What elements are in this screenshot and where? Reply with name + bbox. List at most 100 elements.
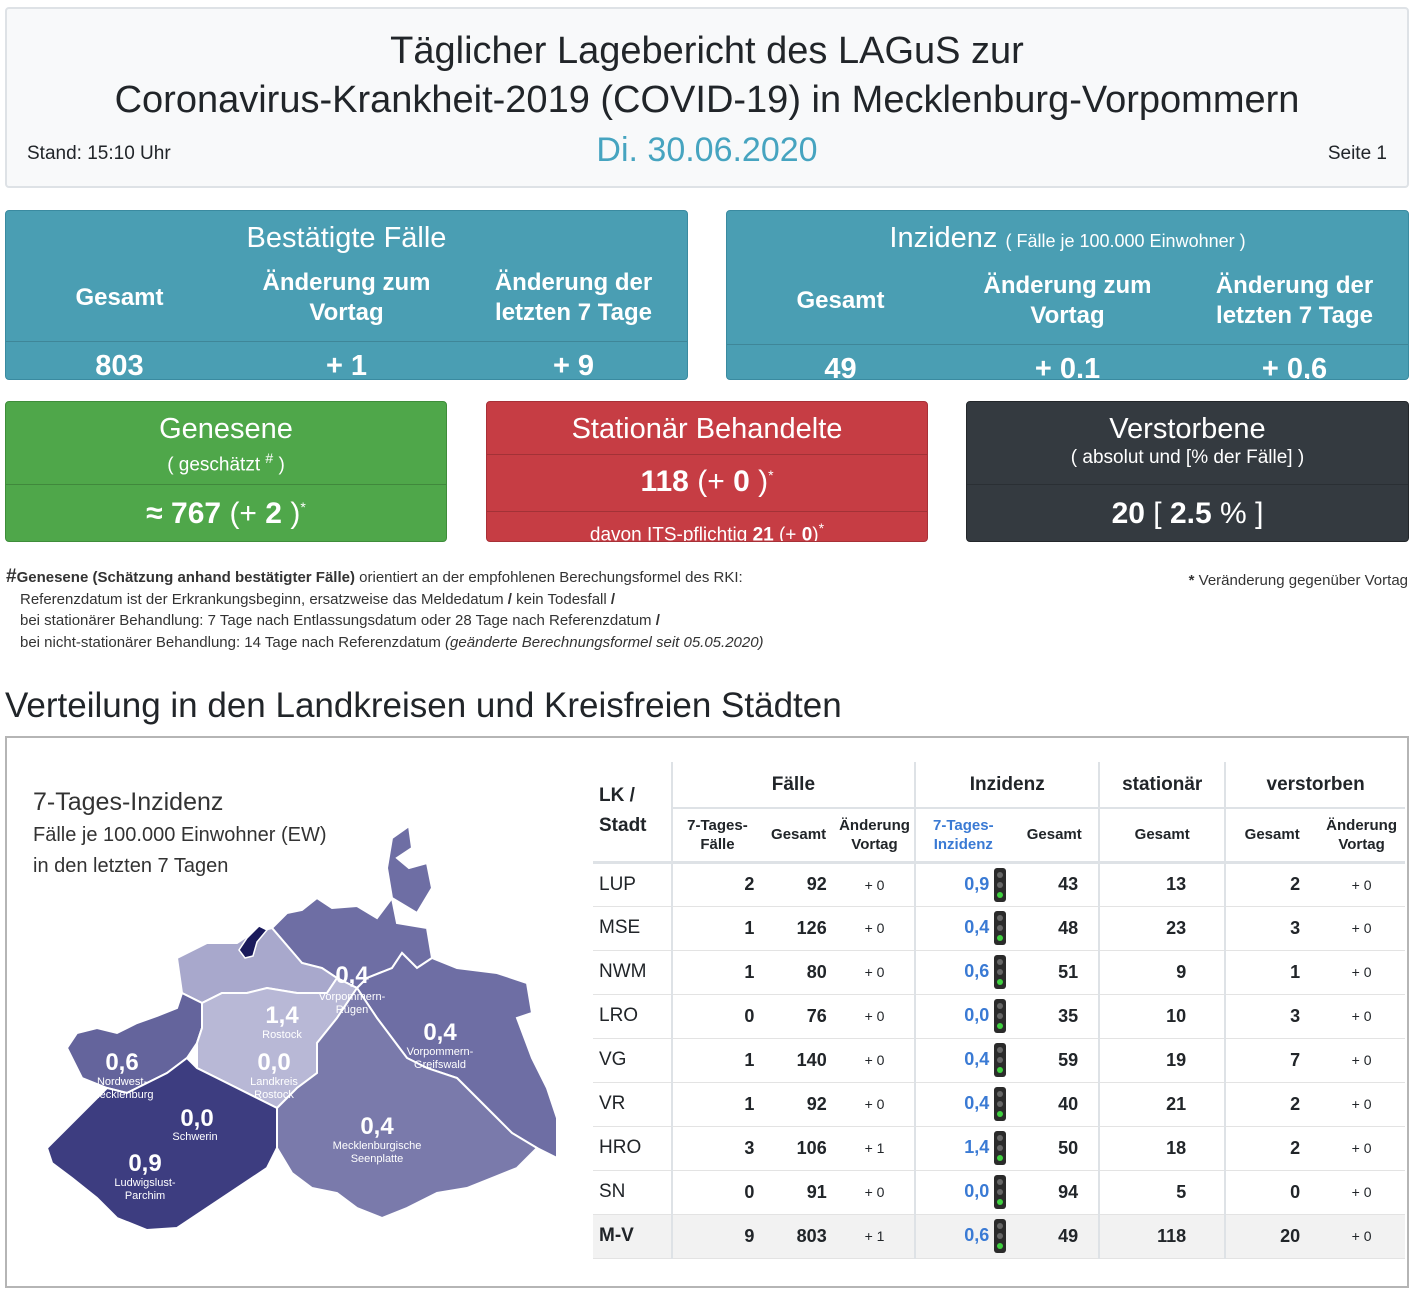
row-stationaer: 118 [1098, 1214, 1226, 1259]
incidence-subtitle: ( Fälle je 100.000 Einwohner ) [1005, 231, 1246, 251]
map-label-landkreis-rostock-2: Rostock [254, 1089, 294, 1101]
incidence-card: Inzidenz ( Fälle je 100.000 Einwohner ) … [726, 210, 1409, 380]
row-stationaer: 23 [1098, 906, 1226, 951]
traffic-light-icon [994, 999, 1007, 1033]
map-value-ludwigslust-parchim: 0,9 [128, 1150, 161, 1177]
group-stationaer: stationär [1098, 762, 1226, 809]
row-verstorben-aenderung: + 0 [1318, 1082, 1405, 1127]
hospitalized-value: 118 (+ 0 )* [640, 465, 774, 498]
map-label-nordwestmecklenburg-2: mecklenburg [91, 1089, 154, 1101]
table-row: NWM 1 80 + 0 0,6 51 9 1 + 0 [593, 950, 1405, 995]
row-inzidenz-7t: 1,4 [964, 1136, 990, 1157]
row-faelle-gesamt: 91 [762, 1170, 835, 1215]
row-inzidenz-7t-cell: 0,6 [914, 950, 1011, 995]
row-inzidenz-7t-cell: 0,9 [914, 862, 1011, 907]
map-label-ludwigslust-parchim-2: Parchim [125, 1190, 165, 1202]
row-faelle-aenderung: + 0 [834, 994, 916, 1039]
confirmed-values: 803 + 1 + 9 [6, 341, 687, 380]
row-inzidenz-7t: 0,4 [964, 1092, 990, 1113]
row-district: LUP [593, 862, 672, 907]
map-label-vorpommern-ruegen-1: Vorpommern- [319, 991, 386, 1003]
footnotes: #Genesene (Schätzung anhand bestätigter … [6, 566, 764, 653]
col-faelle-7t: 7-Tages- Fälle [670, 808, 763, 864]
row-inzidenz-gesamt: 50 [1010, 1126, 1100, 1171]
recovered-title: Genesene [159, 413, 293, 445]
traffic-light-icon [994, 1219, 1007, 1253]
map-value-rostock: 1,4 [265, 1002, 299, 1029]
row-inzidenz-gesamt: 51 [1010, 950, 1100, 995]
title-line-2: Coronavirus-Krankheit-2019 (COVID-19) in… [114, 79, 1300, 121]
traffic-light-icon [994, 1175, 1007, 1209]
col-inzidenz-7t: 7-Tages- Inzidenz [914, 808, 1011, 864]
row-faelle-aenderung: + 0 [834, 906, 916, 951]
incidence-col-day: Änderung zum Vortag [983, 272, 1152, 329]
row-faelle-aenderung: + 0 [834, 950, 916, 995]
map-value-nordwestmecklenburg: 0,6 [105, 1049, 138, 1076]
table-row: SN 0 91 + 0 0,0 94 5 0 + 0 [593, 1170, 1405, 1215]
traffic-light-icon [994, 1087, 1007, 1121]
map-label-vorpommern-greifswald-2: Greifswald [414, 1059, 466, 1071]
row-district: VG [593, 1038, 672, 1083]
map-label-vorpommern-greifswald-1: Vorpommern- [407, 1046, 474, 1058]
table-row: HRO 3 106 + 1 1,4 50 18 2 + 0 [593, 1126, 1405, 1171]
table-group-header: LK / Stadt Fälle Inzidenz stationär verst… [593, 762, 1405, 864]
row-stationaer: 19 [1098, 1038, 1226, 1083]
timestamp: Stand: 15:10 Uhr [27, 143, 171, 164]
row-faelle-7t: 2 [670, 862, 763, 907]
map-label-ludwigslust-parchim-1: Ludwigslust- [114, 1177, 175, 1189]
deaths-title: Verstorbene [1109, 413, 1266, 445]
map-region-ludwigslust-parchim [45, 1056, 278, 1232]
row-inzidenz-gesamt: 49 [1010, 1214, 1100, 1259]
table-body: LUP 2 92 + 0 0,9 43 13 2 + 0 MSE 1 126 + 0 0,4 48 23 3… [593, 862, 1405, 1259]
table-row: LUP 2 92 + 0 0,9 43 13 2 + 0 [593, 862, 1405, 907]
row-verstorben-gesamt: 20 [1224, 1214, 1319, 1259]
incidence-change-day: + 0.1 [1034, 353, 1101, 380]
row-inzidenz-gesamt: 48 [1010, 906, 1100, 951]
row-inzidenz-7t-cell: 0,4 [914, 906, 1011, 951]
hospitalized-title: Stationär Behandelte [571, 413, 843, 445]
row-verstorben-gesamt: 2 [1224, 862, 1319, 907]
map-region-rostock-harbour [238, 925, 269, 959]
map-label-landkreis-rostock-1: Landkreis [250, 1076, 298, 1088]
table-row: M-V 9 803 + 1 0,6 49 118 20 + 0 [593, 1214, 1405, 1259]
row-faelle-gesamt: 92 [762, 862, 835, 907]
row-stationaer: 21 [1098, 1082, 1226, 1127]
row-faelle-gesamt: 803 [762, 1214, 835, 1259]
traffic-light-icon [994, 911, 1007, 945]
row-verstorben-aenderung: + 0 [1318, 1126, 1405, 1171]
map-label-schwerin: Schwerin [172, 1131, 217, 1143]
confirmed-change-week: + 9 [552, 350, 595, 380]
row-stationaer: 9 [1098, 950, 1226, 995]
incidence-values: 49 + 0.1 + 0,6 [727, 344, 1408, 380]
traffic-light-icon [994, 1131, 1007, 1165]
col-stationaer-gesamt: Gesamt [1098, 808, 1226, 864]
row-faelle-aenderung: + 0 [834, 1170, 916, 1215]
group-verstorben: verstorben [1224, 762, 1405, 809]
table-row: VG 1 140 + 0 0,4 59 19 7 + 0 [593, 1038, 1405, 1083]
map-label-rostock: Rostock [262, 1029, 302, 1041]
row-inzidenz-gesamt: 40 [1010, 1082, 1100, 1127]
footnote-line-1: #Genesene (Schätzung anhand bestätigter … [6, 566, 743, 587]
table-row: VR 1 92 + 0 0,4 40 21 2 + 0 [593, 1082, 1405, 1127]
row-verstorben-aenderung: + 0 [1318, 862, 1405, 907]
deaths-card: Verstorbene ( absolut und [% der Fälle] … [966, 401, 1409, 542]
group-inzidenz: Inzidenz [914, 762, 1100, 809]
confirmed-cases-card: Bestätigte Fälle Gesamt Änderung zum Vort… [5, 210, 688, 380]
row-faelle-7t: 1 [670, 906, 763, 951]
col-faelle-aenderung: Änderung Vortag [834, 808, 916, 864]
row-verstorben-gesamt: 3 [1224, 906, 1319, 951]
change-footnote: * Veränderung gegenüber Vortag [1188, 572, 1408, 589]
footnote-line-4: bei nicht-stationärer Behandlung: 14 Tag… [20, 633, 764, 651]
col-verstorben-aenderung: Änderung Vortag [1318, 808, 1405, 864]
row-faelle-gesamt: 126 [762, 906, 835, 951]
col-lk-stadt: LK / Stadt [593, 762, 672, 864]
row-inzidenz-7t: 0,4 [964, 1048, 990, 1069]
row-inzidenz-7t-cell: 0,0 [914, 1170, 1011, 1215]
report-header: Täglicher Lagebericht des LAGuS zur Coro… [5, 7, 1409, 188]
row-inzidenz-gesamt: 94 [1010, 1170, 1100, 1215]
row-district: VR [593, 1082, 672, 1127]
row-faelle-7t: 0 [670, 994, 763, 1039]
incidence-col-week: Änderung der letzten 7 Tage [1215, 272, 1374, 329]
report-title: Täglicher Lagebericht des LAGuS zur Coro… [7, 27, 1407, 125]
confirmed-total: 803 [95, 350, 144, 380]
